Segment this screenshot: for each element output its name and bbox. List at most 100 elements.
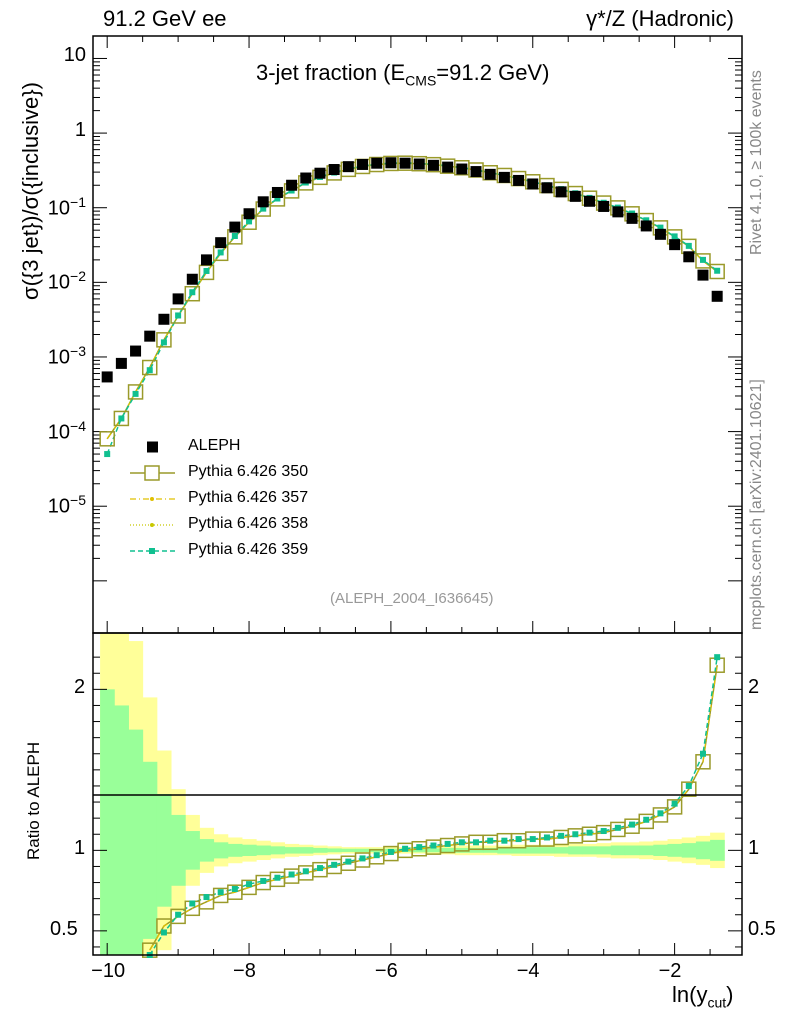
band-green-bin (497, 847, 512, 854)
ratio-359-point (231, 885, 238, 892)
ratio-359-point (302, 868, 309, 875)
ratio-359-point (331, 861, 338, 868)
series-350-point (99, 431, 115, 447)
x-tick-label: −8 (233, 960, 256, 982)
series-359-point (699, 256, 706, 263)
series-359-point (104, 451, 111, 458)
aleph-point (711, 290, 723, 302)
aleph-point (229, 221, 241, 233)
ratio-359-point (175, 911, 182, 918)
y-tick-label: 10−1 (47, 193, 86, 220)
ratio-359-point (359, 855, 366, 862)
xlabel-tail: ) (726, 982, 734, 1007)
ratio-359-point (643, 816, 650, 823)
aleph-point (470, 166, 482, 178)
aleph-point (144, 330, 156, 342)
aleph-point (640, 220, 652, 232)
legend-marker-358 (150, 523, 154, 527)
rivet-label: Rivet 4.1.0, ≥ 100k events (748, 70, 765, 255)
aleph-point (186, 273, 198, 285)
series-350-point (127, 384, 144, 400)
aleph-point (683, 251, 695, 263)
ratio-359-point (160, 929, 167, 936)
series-359-point (685, 242, 692, 249)
ratio-359-point (444, 840, 451, 847)
ratio-tick-label-right: 2 (748, 676, 760, 699)
series-350-point (141, 359, 158, 376)
series-350-point (170, 308, 186, 324)
band-green-bin (710, 839, 725, 861)
legend-entry-357: Pythia 6.426 357 (188, 489, 309, 506)
aleph-point (697, 269, 709, 281)
ratio-359-point (458, 839, 465, 846)
y-tick-label: 10−2 (47, 268, 86, 294)
aleph-point (271, 186, 283, 198)
ratio-359-point (586, 829, 593, 836)
aleph-point (427, 159, 439, 171)
band-green-bin (199, 839, 215, 862)
ratio-359-point (614, 824, 621, 831)
band-green-bin (114, 705, 129, 955)
aleph-point (371, 157, 383, 169)
series-359-point (132, 390, 139, 397)
aleph-point (172, 293, 184, 305)
series-359-point (217, 249, 224, 256)
aleph-point (584, 195, 596, 207)
series-359-point (714, 267, 721, 274)
legend-marker-aleph (147, 441, 158, 453)
aleph-point (598, 200, 610, 212)
aleph-point (200, 254, 212, 266)
aleph-point (257, 196, 269, 208)
ratio-359-point (685, 782, 692, 789)
y-tick-label: 10 (63, 44, 86, 67)
ratio-359-point (416, 844, 423, 851)
ratio-359-point (657, 810, 664, 817)
series-359-point (231, 232, 238, 239)
aleph-point (357, 158, 369, 170)
ratio-359-point (473, 839, 480, 846)
series-359-point (118, 415, 125, 422)
ratio-359-point (501, 837, 508, 844)
y-tick-label-exp: −3 (70, 342, 86, 359)
aleph-point (513, 174, 525, 186)
band-green-bin (156, 794, 172, 907)
series-350-point (695, 253, 711, 269)
aleph-point (243, 208, 255, 220)
axis-ticks (93, 35, 742, 955)
series-359-point (657, 224, 664, 231)
ratio-350-point (652, 807, 669, 823)
header-right-label: γ*/Z (Hadronic) (586, 6, 734, 31)
title-sub: CMS (405, 72, 437, 89)
header-left-label: 91.2 GeV ee (103, 6, 227, 31)
aleph-point (484, 168, 496, 180)
series-350-point (156, 332, 172, 348)
ratio-359-point (203, 894, 210, 901)
aleph-point (612, 206, 624, 218)
series-359-point (146, 367, 153, 374)
ratio-tick-label-left: 0.5 (50, 917, 78, 940)
y-tick-label: 1 (74, 119, 86, 142)
ratio-359-point (515, 836, 522, 843)
series-359-point (643, 217, 650, 224)
legend-entry-359: Pythia 6.426 359 (188, 541, 309, 558)
aleph-point (669, 239, 681, 251)
band-green-bin (341, 848, 356, 852)
series-359-point (175, 312, 182, 319)
band-green-bin (142, 761, 158, 939)
ratio-359-point (572, 831, 579, 838)
ratio-359-point (387, 848, 394, 855)
legend-entry-358: Pythia 6.426 358 (188, 515, 309, 532)
y-tick-label-exp: −5 (70, 492, 86, 509)
series-359-point (160, 339, 167, 346)
aleph-point (527, 178, 539, 190)
ratio-359-point (246, 881, 253, 888)
aleph-point (300, 172, 312, 184)
ratio-350-line (149, 665, 718, 951)
band-green-bin (539, 847, 555, 854)
ratio-tick-label-left: 1 (74, 837, 86, 860)
ratio-359-point (189, 900, 196, 907)
band-green-bin (483, 847, 498, 853)
aleph-point (626, 212, 638, 224)
aleph-point (314, 167, 326, 179)
band-green-bin (653, 844, 669, 856)
